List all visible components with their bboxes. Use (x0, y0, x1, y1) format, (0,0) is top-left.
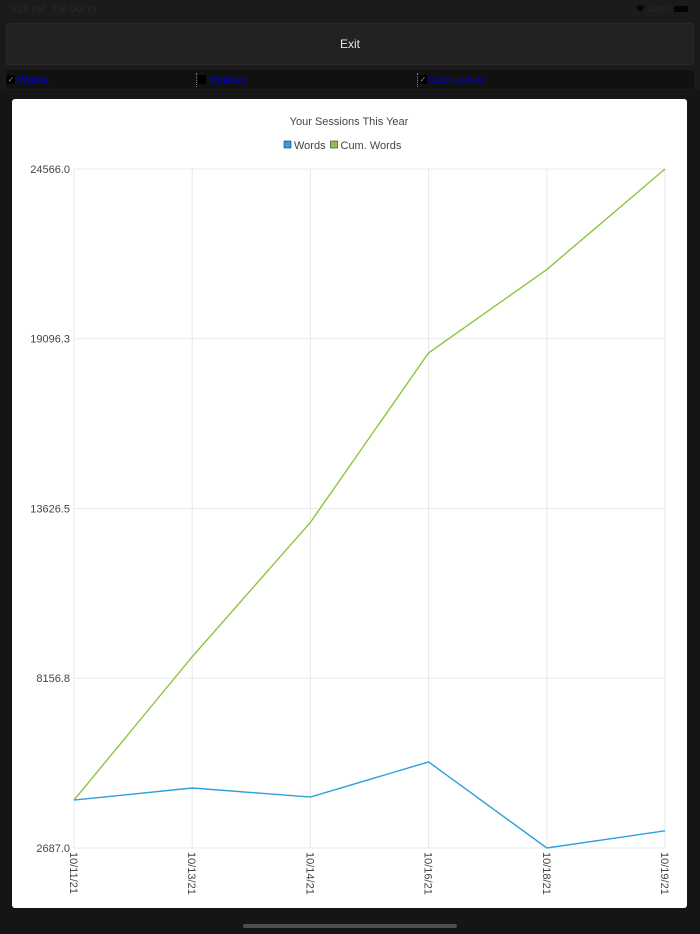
wifi-icon (635, 4, 645, 14)
exit-button[interactable]: Exit (6, 23, 694, 65)
toggle-minutes[interactable]: Minutes (198, 70, 247, 89)
y-tick-label: 8156.8 (36, 673, 70, 685)
checkbox-words[interactable]: ✓ (7, 74, 15, 84)
cum-words-line (73, 168, 666, 801)
y-tick-label: 2687.0 (36, 843, 70, 855)
legend-swatch (330, 140, 338, 149)
divider (417, 73, 418, 87)
chart-title: Your Sessions This Year (290, 116, 409, 128)
words-line (73, 761, 666, 849)
legend-swatch (283, 140, 292, 149)
divider (196, 73, 197, 87)
y-tick-label: 24566.0 (30, 164, 70, 176)
status-time: 6:28 PM (11, 4, 45, 14)
toggle-words-label: Words (17, 73, 49, 86)
checkbox-cumulative[interactable]: ✓ (419, 74, 427, 84)
line-chart: Your Sessions This Year Words Cum. Words 24… (30, 116, 670, 895)
x-tick-label: 10/11/21 (67, 852, 79, 894)
x-tick-label: 10/16/21 (422, 852, 434, 895)
x-tick-label: 10/13/21 (185, 852, 197, 895)
toggle-cumulative[interactable]: ✓ Cumulative (419, 70, 484, 89)
y-tick-label: 13626.5 (30, 504, 70, 516)
checkbox-minutes[interactable] (198, 75, 206, 84)
x-tick-label: 10/18/21 (540, 852, 552, 895)
home-indicator[interactable] (243, 924, 457, 928)
x-tick-label: 10/14/21 (303, 852, 315, 895)
legend-label[interactable]: Cum. Words (341, 140, 402, 152)
legend-label[interactable]: Words (294, 140, 326, 152)
toggle-minutes-label: Minutes (208, 73, 247, 86)
status-date: Tue Oct 19 (52, 4, 97, 14)
chart-card: Your Sessions This Year Words Cum. Words 24… (12, 99, 687, 908)
battery-percent: 100% (647, 4, 671, 14)
status-right: 100% (635, 4, 688, 14)
series-toggle-row: ✓ Words Minutes ✓ Cumulative (6, 70, 694, 89)
x-tick-label: 10/19/21 (658, 852, 670, 895)
y-tick-label: 19096.3 (30, 334, 70, 346)
status-bar: 6:28 PM Tue Oct 19 100% (0, 0, 700, 20)
toggle-cumulative-label: Cumulative (429, 73, 485, 86)
battery-icon (674, 6, 688, 12)
toggle-words[interactable]: ✓ Words (7, 70, 49, 89)
